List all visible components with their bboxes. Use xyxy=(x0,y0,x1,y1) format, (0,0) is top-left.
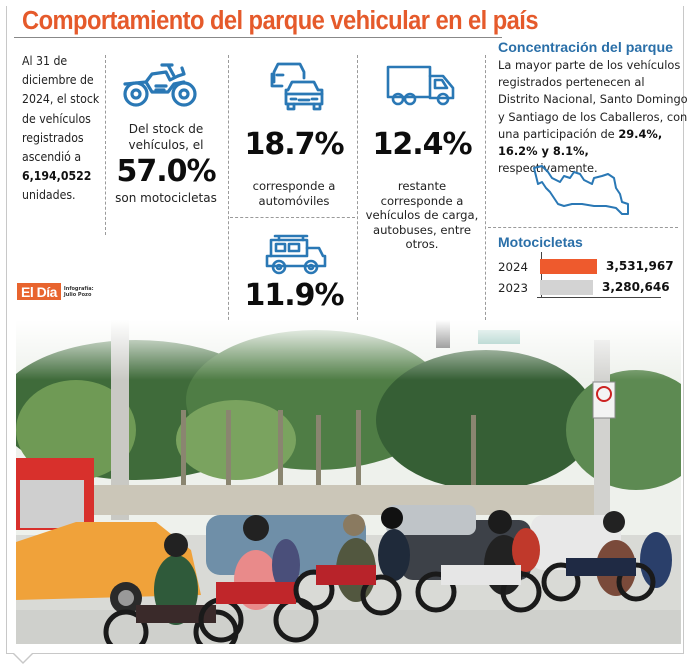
stat-motorcycles: Del stock de vehículos, el 57.0% son mot… xyxy=(110,122,222,207)
motorcycles-chart-title: Motocicletas xyxy=(498,234,583,250)
bar-2023 xyxy=(540,280,593,295)
motorcycle-icon xyxy=(122,60,198,110)
bar-year-label: 2024 xyxy=(498,259,529,274)
stat-caption: son motocicletas xyxy=(115,191,217,205)
concentration-text: La mayor parte de los vehículos registra… xyxy=(498,57,688,177)
divider xyxy=(357,55,358,325)
total-vehicles-value: 6,194,0522 xyxy=(22,169,92,184)
bar-value-2024: 3,531,967 xyxy=(606,259,674,273)
chart-axis-y xyxy=(541,252,542,298)
bar-row-2024: 2024 xyxy=(498,258,597,275)
divider xyxy=(230,217,355,218)
photo-fade xyxy=(16,320,681,380)
stat-caption: restante corresponde a vehículos de carg… xyxy=(365,179,479,251)
page-title: Comportamiento del parque vehicular en e… xyxy=(22,7,539,35)
concentration-values: 29.4%, 16.2% y 8.1%, xyxy=(498,126,663,159)
title-divider xyxy=(14,37,502,38)
infographic-credit: Infografía: Julio Pozo xyxy=(64,286,94,298)
concentration-text-after: respectivamente. xyxy=(498,161,598,176)
concentration-text-before: La mayor parte de los vehículos registra… xyxy=(498,58,688,141)
cars-icon xyxy=(268,60,326,112)
stat-caption: corresponde a automóviles xyxy=(252,179,336,208)
concentration-title: Concentración del parque xyxy=(498,40,674,56)
stat-pre-caption: Del stock de vehículos, el xyxy=(128,122,204,152)
stat-value: 18.7% xyxy=(244,127,344,162)
jeep-icon xyxy=(263,234,329,276)
divider xyxy=(105,55,106,235)
truck-icon xyxy=(385,64,457,108)
stat-value: 11.9% xyxy=(244,278,344,313)
chart-axis-x xyxy=(537,297,661,298)
street-photo xyxy=(16,320,681,644)
divider xyxy=(485,55,486,325)
bar-2024 xyxy=(540,259,597,274)
intro-text: Al 31 de diciembre de 2024, el stock de … xyxy=(22,52,104,206)
credit-name: Julio Pozo xyxy=(63,291,92,298)
stat-value: 57.0% xyxy=(116,154,216,189)
divider xyxy=(228,55,229,330)
bar-year-label: 2023 xyxy=(498,280,529,295)
frame-pointer xyxy=(12,652,34,664)
logo-text: El Día xyxy=(17,283,61,300)
bar-value-2023: 3,280,646 xyxy=(602,280,670,294)
dominican-republic-map-icon xyxy=(528,162,632,222)
stat-trucks: 12.4% restante corresponde a vehículos d… xyxy=(360,125,484,252)
bar-row-2023: 2023 xyxy=(498,279,593,296)
divider xyxy=(488,227,678,228)
intro-text-before: Al 31 de diciembre de 2024, el stock de … xyxy=(22,54,100,165)
stat-value: 12.4% xyxy=(372,127,472,162)
stat-cars: 18.7% corresponde a automóviles xyxy=(232,125,356,208)
el-dia-logo: El Día Infografía: Julio Pozo xyxy=(17,283,94,300)
credit-label: Infografía: xyxy=(63,285,94,292)
intro-text-after: unidades. xyxy=(22,188,76,203)
